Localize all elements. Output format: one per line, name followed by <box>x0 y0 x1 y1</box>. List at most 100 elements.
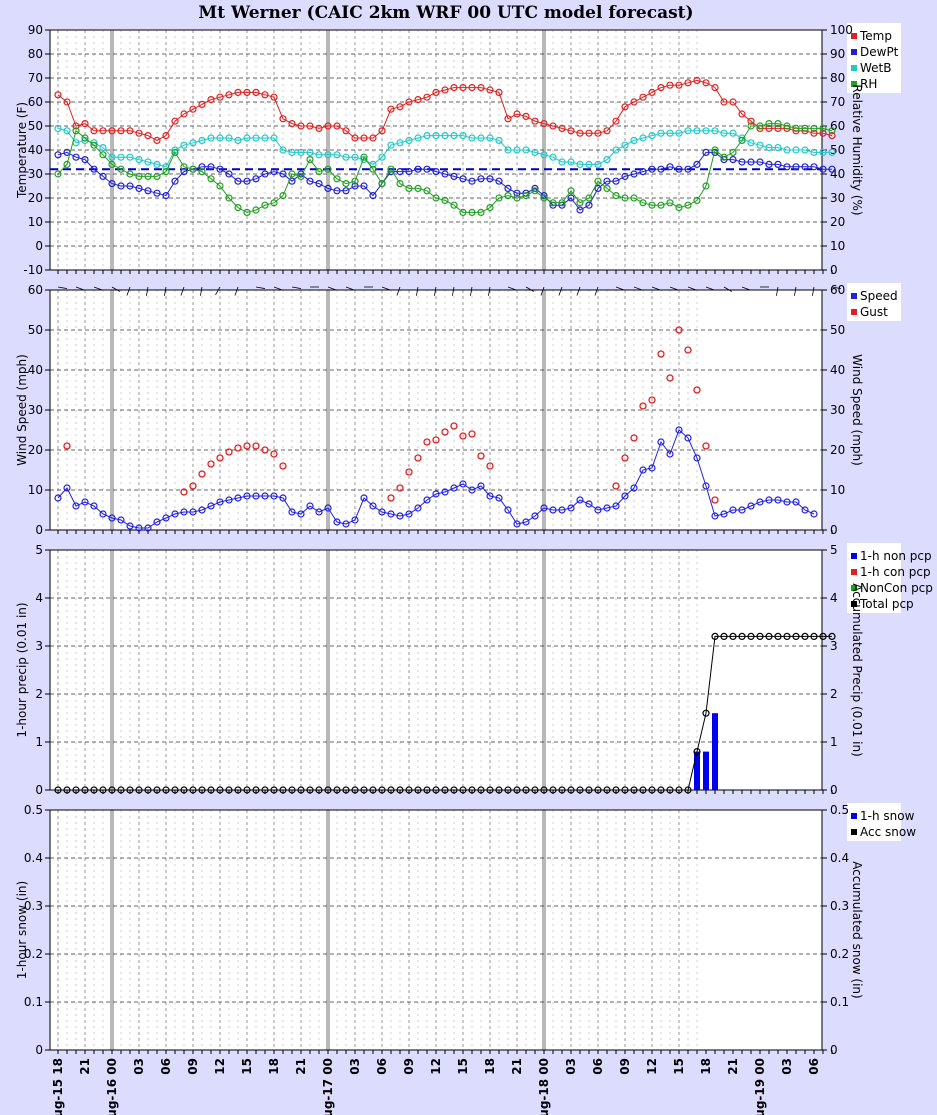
legend-swatch <box>851 65 857 71</box>
total-pcp-point <box>324 786 332 794</box>
gust-point <box>630 434 638 442</box>
total-pcp-point <box>414 786 422 794</box>
wetb-point <box>153 160 161 168</box>
temp-point <box>117 127 125 135</box>
temp-point <box>684 79 692 87</box>
wetb-point <box>747 139 755 147</box>
temp-point <box>693 76 701 85</box>
rh-point <box>423 187 431 195</box>
dewpt-point <box>801 163 809 171</box>
x-tick-label: 03 <box>132 1058 146 1075</box>
dewpt-point <box>549 201 557 209</box>
speed-point <box>333 518 341 526</box>
y2-tick-label: 50 <box>830 323 845 337</box>
wetb-point <box>72 139 80 147</box>
x-tick-label: Aug-15 18 <box>51 1058 65 1115</box>
wetb-point <box>252 134 260 142</box>
y-tick-label: 0 <box>35 239 43 253</box>
total-pcp-point <box>360 786 368 794</box>
wetb-point <box>207 134 215 142</box>
speed-point <box>297 510 305 518</box>
wetb-point <box>405 136 413 144</box>
speed-point <box>648 464 656 472</box>
dewpt-point <box>522 189 530 197</box>
wetb-point <box>117 153 125 161</box>
wind-arrow <box>146 286 149 296</box>
speed-point <box>414 504 422 512</box>
legend-entry: Acc snow <box>860 825 916 839</box>
speed-point <box>783 498 791 506</box>
rh-point <box>198 168 206 176</box>
speed-point <box>504 506 512 514</box>
rh-point <box>108 160 116 168</box>
rh-point <box>243 208 251 216</box>
x-tick-label: 18 <box>267 1058 281 1075</box>
dewpt-point <box>810 163 818 171</box>
y-tick-label: 20 <box>28 443 43 457</box>
gust-point <box>612 482 620 490</box>
temp-point <box>333 122 341 130</box>
temp-point <box>639 93 647 101</box>
speed-point <box>756 498 764 506</box>
y2-tick-label: 60 <box>830 119 845 133</box>
gust-point <box>180 488 188 496</box>
speed-point <box>108 514 116 522</box>
wetb-point <box>441 132 449 140</box>
rh-point <box>432 194 440 202</box>
x-tick-label: 21 <box>726 1058 740 1075</box>
wetb-point <box>234 136 242 144</box>
speed-point <box>486 492 494 500</box>
wetb-point <box>801 146 809 154</box>
temp-point <box>648 88 656 97</box>
temp-point <box>297 122 305 130</box>
dewpt-point <box>459 175 467 183</box>
legend-entry: Gust <box>860 305 888 319</box>
y2-tick-label: 0.3 <box>830 899 849 913</box>
dewpt-point <box>162 192 170 200</box>
x-tick-label: 03 <box>348 1058 362 1075</box>
rh-point <box>189 165 197 173</box>
temp-point <box>756 124 764 132</box>
total-pcp-point <box>189 786 197 794</box>
rh-point <box>378 180 386 188</box>
dewpt-point <box>675 165 683 173</box>
y2-tick-label: 4 <box>830 591 838 605</box>
rh-point <box>135 172 143 180</box>
y-axis-label: Temperature (F) <box>15 102 29 199</box>
y-tick-label: 2 <box>35 687 43 701</box>
wetb-point <box>162 163 170 171</box>
x-tick-label: 21 <box>78 1058 92 1075</box>
temp-point <box>189 105 197 113</box>
wetb-point <box>288 148 296 156</box>
wind-arrow <box>705 286 715 291</box>
wind-arrow <box>615 286 625 291</box>
precip-bar <box>694 751 700 790</box>
rh-point <box>711 146 719 154</box>
gust-point <box>261 446 269 454</box>
gust-point <box>711 496 719 504</box>
total-pcp-point <box>819 632 827 641</box>
gust-point <box>189 482 197 490</box>
wetb-point <box>567 158 575 166</box>
rh-point <box>369 165 377 173</box>
speed-point <box>342 520 350 528</box>
total-pcp-point <box>765 632 773 641</box>
temp-point <box>765 124 773 132</box>
y-tick-label: 0.2 <box>24 947 43 961</box>
temp-point <box>72 122 80 130</box>
dewpt-point <box>360 182 368 190</box>
rh-point <box>567 187 575 195</box>
rh-point <box>828 127 836 135</box>
wetb-point <box>711 127 719 135</box>
wetb-point <box>333 151 341 159</box>
panel-2 <box>45 283 901 534</box>
wetb-point <box>576 160 584 168</box>
temp-point <box>171 117 179 125</box>
temp-point <box>576 129 584 137</box>
y2-tick-label: 10 <box>830 239 845 253</box>
speed-point <box>216 498 224 506</box>
speed-point <box>198 506 206 514</box>
temp-point <box>666 81 674 89</box>
wind-arrow <box>200 286 203 296</box>
wetb-point <box>270 134 278 142</box>
